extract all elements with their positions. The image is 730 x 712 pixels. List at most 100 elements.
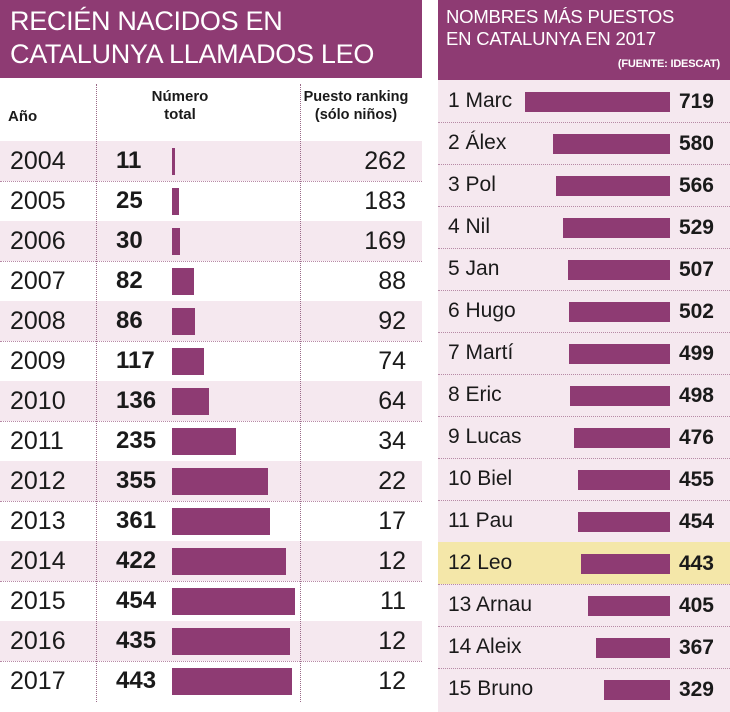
row-divider [0,341,422,342]
count-value: 82 [116,267,143,294]
row-divider [438,248,730,249]
count-value: 361 [116,507,157,534]
year-label: 2012 [10,467,66,495]
name-row: 1 Marc 719 [438,80,730,122]
top-names-banner: NOMBRES MÁS PUESTOS EN CATALUNYA EN 2017… [438,0,730,80]
year-label: 2010 [10,387,66,415]
count-value: 422 [116,547,157,574]
count-value: 86 [116,307,143,334]
name-value: 405 [678,594,714,617]
name-row: 5 Jan 507 [438,248,730,290]
name-bar [574,428,670,448]
row-divider [438,458,730,459]
column-header-year: Año [8,108,38,125]
name-bar [581,554,670,574]
name-label: 15 Bruno [448,677,534,700]
year-label: 2016 [10,627,66,655]
row-divider [438,122,730,123]
name-bar [578,470,670,490]
name-row: 3 Pol 566 [438,164,730,206]
name-row: 6 Hugo 502 [438,290,730,332]
name-row: 10 Biel 455 [438,458,730,500]
count-value: 11 [116,147,142,174]
row-divider [0,581,422,582]
rank-value: 12 [378,667,406,695]
year-label: 2004 [10,147,66,175]
name-label: 11 Pau [448,509,513,532]
row-divider [438,332,730,333]
year-label: 2007 [10,267,66,295]
row-divider [438,500,730,501]
count-value: 355 [116,467,157,494]
year-label: 2011 [10,427,64,455]
count-bar [172,348,204,375]
name-bar [569,344,670,364]
name-value: 507 [678,258,714,281]
column-header-total: Número total [151,88,209,123]
count-bar [172,308,195,335]
name-label: 14 Aleix [448,635,522,658]
name-value: 443 [678,552,714,575]
year-label: 2015 [10,587,66,615]
name-bar [588,596,670,616]
column-header-ranking: Puesto ranking (sólo niños) [303,89,409,123]
table-row: 2006 30 169 [0,221,422,261]
rank-value: 74 [378,347,406,375]
name-bar [553,134,670,154]
leo-table-banner: RECIÉN NACIDOS EN CATALUNYA LLAMADOS LEO [0,0,422,78]
name-label: 2 Álex [448,131,507,154]
count-bar [172,508,270,535]
table-row: 2016 435 12 [0,621,422,661]
table-row: 2009 117 74 [0,341,422,381]
name-value: 454 [678,510,714,533]
year-label: 2013 [10,507,66,535]
rank-value: 11 [380,587,406,615]
name-row: 4 Nil 529 [438,206,730,248]
name-value: 476 [678,426,714,449]
name-row: 2 Álex 580 [438,122,730,164]
name-label: 10 Biel [448,467,513,490]
row-divider [438,374,730,375]
row-divider [438,626,730,627]
rank-value: 17 [378,507,406,535]
row-divider [0,261,422,262]
year-label: 2005 [10,187,66,215]
count-bar [172,668,292,695]
name-bar [604,680,670,700]
name-label: 6 Hugo [448,299,516,322]
name-row: 14 Aleix 367 [438,626,730,668]
name-value: 580 [678,132,714,155]
table-row: 2005 25 183 [0,181,422,221]
count-value: 235 [116,427,157,454]
rank-value: 12 [378,547,406,575]
count-bar [172,428,236,455]
row-divider [438,206,730,207]
count-bar [172,468,268,495]
top-names-chart-panel: NOMBRES MÁS PUESTOS EN CATALUNYA EN 2017… [438,0,730,712]
table-row: 2012 355 22 [0,461,422,501]
name-label: 7 Martí [448,341,514,364]
leo-table-title: RECIÉN NACIDOS EN CATALUNYA LLAMADOS LEO [10,6,375,69]
count-bar [172,228,180,255]
name-bar [556,176,670,196]
name-bar [570,386,670,406]
name-value: 455 [678,468,714,491]
name-row: 15 Bruno 329 [438,668,730,710]
count-value: 30 [116,227,143,254]
count-value: 136 [116,387,157,414]
name-label: 9 Lucas [448,425,522,448]
count-bar [172,388,209,415]
name-row: 13 Arnau 405 [438,584,730,626]
column-divider [300,84,301,702]
count-bar [172,188,179,215]
name-value: 719 [678,90,714,113]
count-value: 117 [116,347,155,374]
row-divider [438,584,730,585]
name-label: 4 Nil [448,215,491,238]
row-divider [438,290,730,291]
name-label: 5 Jan [448,257,500,280]
rank-value: 169 [364,227,406,255]
name-value: 498 [678,384,714,407]
table-row: 2010 136 64 [0,381,422,421]
rank-value: 88 [378,267,406,295]
